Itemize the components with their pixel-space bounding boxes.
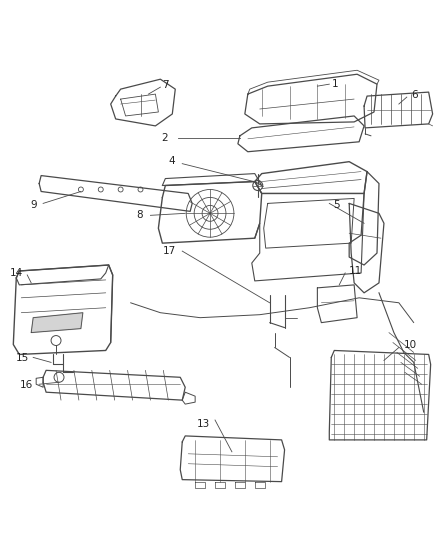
Text: 13: 13	[197, 419, 210, 429]
Text: 17: 17	[163, 246, 176, 256]
Text: 7: 7	[162, 80, 169, 90]
Text: 4: 4	[169, 156, 175, 166]
Text: 15: 15	[16, 353, 29, 364]
Text: 16: 16	[20, 380, 33, 390]
Text: 11: 11	[349, 266, 362, 276]
Text: 10: 10	[404, 341, 417, 351]
Text: 1: 1	[332, 79, 339, 89]
Text: 8: 8	[136, 211, 142, 220]
Polygon shape	[31, 313, 83, 333]
Text: 2: 2	[162, 133, 168, 143]
Text: 6: 6	[411, 90, 417, 100]
Text: 9: 9	[31, 200, 37, 211]
Text: 14: 14	[10, 268, 23, 278]
Text: 5: 5	[333, 200, 340, 211]
